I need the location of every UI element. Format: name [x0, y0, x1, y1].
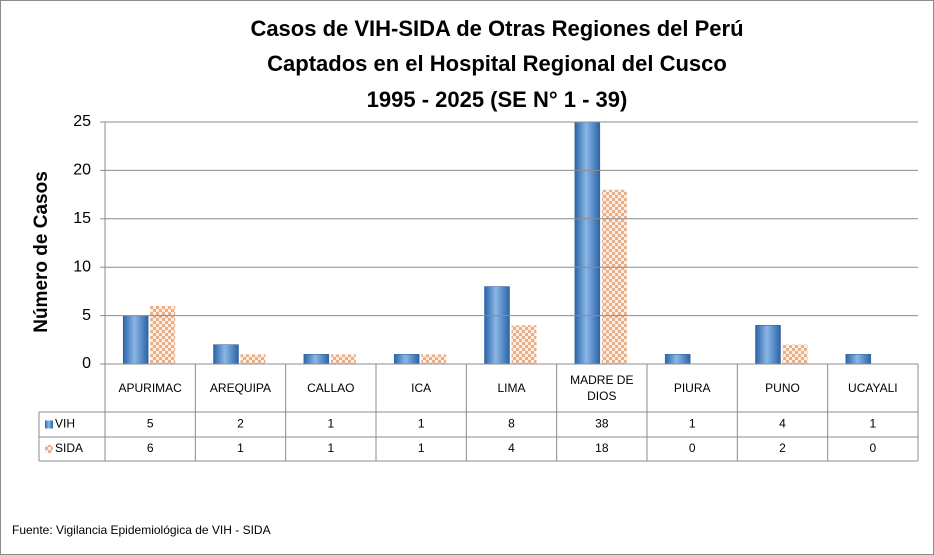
table-value: 1: [869, 417, 876, 431]
chart-title: 1995 - 2025 (SE N° 1 - 39): [367, 87, 628, 112]
table-value: 1: [418, 417, 425, 431]
legend-label: VIH: [55, 417, 75, 431]
table-value: 1: [418, 441, 425, 455]
legend-key: [45, 420, 53, 429]
x-tick-label: LIMA: [497, 381, 526, 395]
table-value: 5: [147, 417, 154, 431]
table-value: 2: [237, 417, 244, 431]
table-value: 1: [327, 441, 334, 455]
x-category-cell: APURIMAC: [118, 381, 182, 395]
bar: [393, 354, 420, 364]
x-tick-label: AREQUIPA: [209, 381, 272, 395]
table-value: 4: [779, 417, 786, 431]
table-value: 0: [689, 441, 696, 455]
y-tick-label: 15: [73, 210, 91, 227]
x-tick-label: PIURA: [673, 381, 711, 395]
chart-title: Captados en el Hospital Regional del Cus…: [267, 51, 727, 76]
table-value: 2: [779, 441, 786, 455]
x-category-cell: ICA: [411, 381, 432, 395]
chart-title: Casos de VIH-SIDA de Otras Regiones del …: [250, 16, 743, 41]
bar: [782, 344, 808, 364]
y-tick-label: 20: [73, 162, 91, 179]
x-tick-label: APURIMAC: [118, 381, 182, 395]
x-tick-label: MADRE DE DIOS: [570, 373, 634, 403]
bar: [511, 325, 537, 364]
y-tick-label: 25: [73, 113, 91, 130]
x-category-cell: PUNO: [765, 381, 800, 395]
table-value: 8: [508, 417, 515, 431]
table-value: 18: [595, 441, 609, 455]
table-value: 0: [869, 441, 876, 455]
bar: [574, 122, 601, 364]
x-tick-label: UCAYALI: [848, 381, 898, 395]
x-category-cell: MADRE DE DIOS: [570, 373, 634, 403]
bar: [484, 286, 510, 364]
bar: [240, 354, 266, 364]
x-tick-label: CALLAO: [307, 381, 355, 395]
table-value: 1: [237, 441, 244, 455]
y-tick-label: 5: [82, 307, 91, 324]
legend-label: SIDA: [55, 441, 83, 455]
x-category-cell: UCAYALI: [848, 381, 898, 395]
bar: [664, 354, 691, 364]
y-tick-label: 10: [73, 258, 91, 275]
x-tick-label: ICA: [411, 381, 432, 395]
table-value: 4: [508, 441, 515, 455]
bar: [150, 305, 176, 364]
y-tick-label: 0: [82, 355, 91, 372]
x-category-cell: PIURA: [673, 381, 711, 395]
bar: [755, 325, 781, 364]
y-axis-label: Número de Casos: [31, 171, 52, 333]
bar: [213, 344, 239, 364]
table-value: 1: [327, 417, 334, 431]
bar: [845, 354, 872, 364]
x-category-cell: AREQUIPA: [209, 381, 272, 395]
table-value: 38: [595, 417, 609, 431]
legend-key: [45, 445, 53, 453]
bar: [303, 354, 330, 364]
table-value: 6: [147, 441, 154, 455]
source-note: Fuente: Vigilancia Epidemiológica de VIH…: [12, 523, 271, 537]
bar: [601, 189, 627, 364]
bar: [330, 354, 356, 364]
x-tick-label: PUNO: [765, 381, 800, 395]
x-category-cell: CALLAO: [307, 381, 355, 395]
bar: [122, 315, 149, 364]
table-value: 1: [689, 417, 696, 431]
bar: [421, 354, 447, 364]
x-category-cell: LIMA: [497, 381, 526, 395]
